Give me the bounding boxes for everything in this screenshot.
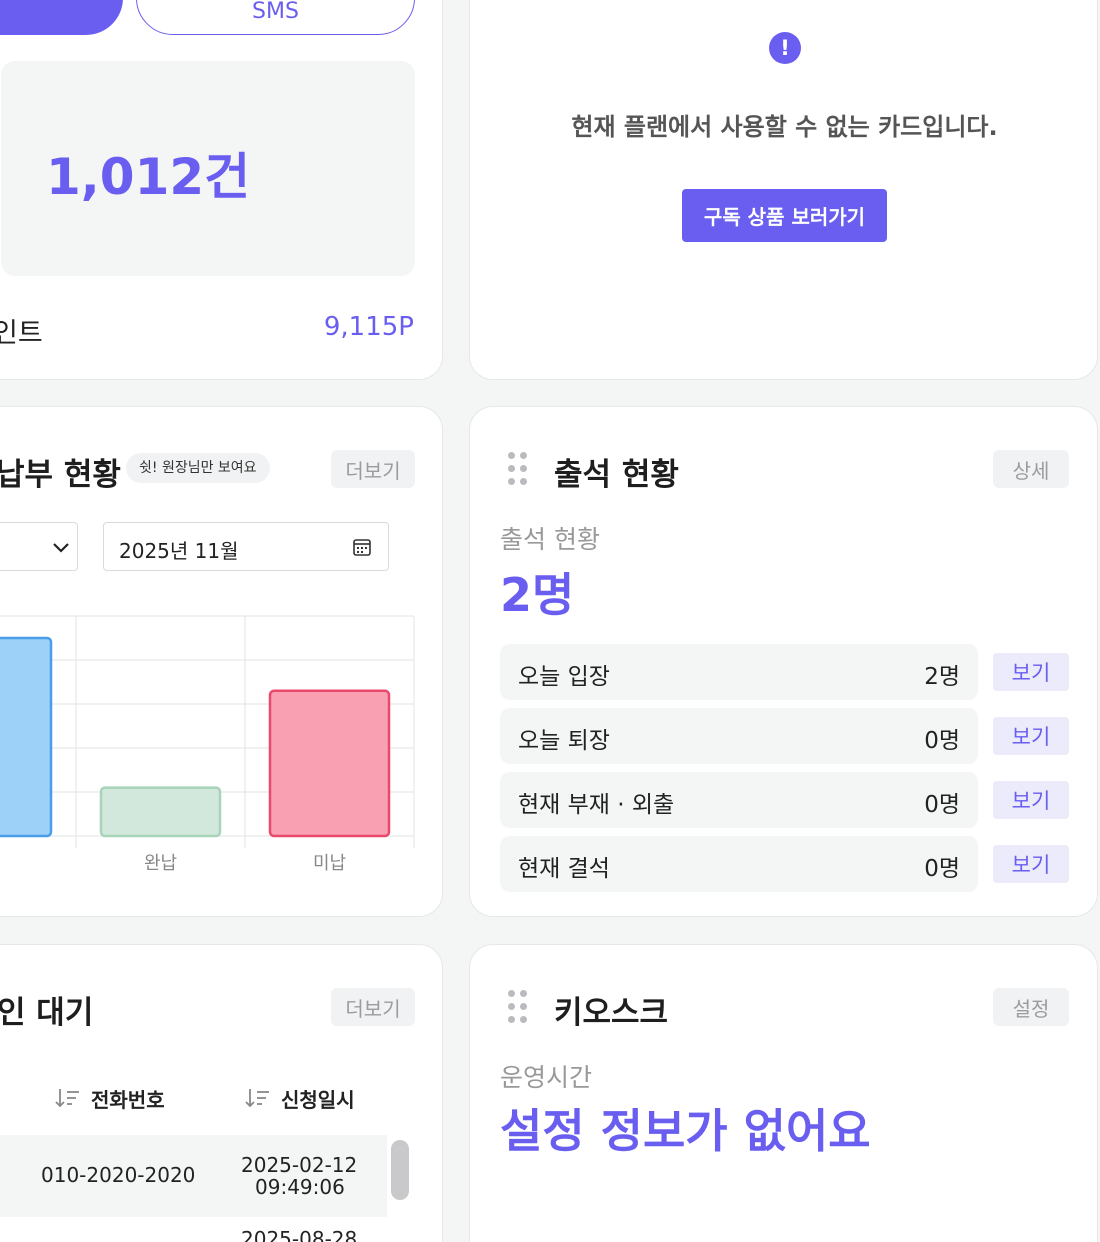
subscribe-button[interactable]: 구독 상품 보러가기 <box>682 189 887 242</box>
operating-hours-label: 운영시간 <box>500 1063 593 1092</box>
view-button[interactable]: 보기 <box>993 781 1069 819</box>
list-item: 오늘 입장 2명 <box>500 644 978 700</box>
card-title: 출석 현황 <box>554 457 679 493</box>
date-cell: 2025-08-28 <box>241 1227 358 1242</box>
drag-handle-icon[interactable] <box>508 452 530 486</box>
message-count: 1,012건 <box>46 148 251 206</box>
tick-label-2: 미납 <box>313 853 346 874</box>
sort-icon <box>55 1089 79 1108</box>
column-header-date[interactable]: 신청일시 <box>245 1085 355 1112</box>
payment-status-card: 납부 현황 쉿! 원장님만 보여요 더보기 2025년 11월 체완납미납 <box>0 406 443 917</box>
month-value: 2025년 11월 <box>119 539 239 563</box>
message-count-box: 1,012건 <box>1 61 415 276</box>
drag-handle-icon[interactable] <box>508 990 530 1024</box>
exclamation-icon: ! <box>769 32 801 64</box>
chevron-down-icon <box>53 543 69 553</box>
view-button[interactable]: 보기 <box>993 653 1069 691</box>
month-picker[interactable]: 2025년 11월 <box>103 522 389 571</box>
payment-chart: 체완납미납 <box>0 615 415 874</box>
view-button[interactable]: 보기 <box>993 717 1069 755</box>
bar-1[interactable] <box>99 786 222 838</box>
table-row[interactable]: 010-2020-2020 2025-02-12 09:49:06 <box>0 1135 387 1217</box>
locked-message: 현재 플랜에서 사용할 수 없는 카드입니다. <box>571 113 998 141</box>
locked-card: ! 현재 플랜에서 사용할 수 없는 카드입니다. 구독 상품 보러가기 <box>469 0 1098 380</box>
sort-icon <box>245 1089 269 1108</box>
list-item: 오늘 퇴장 0명 <box>500 708 978 764</box>
attendance-total: 2명 <box>500 568 575 622</box>
sms-card: 톡 SMS 1,012건 인트 9,115P <box>0 0 443 380</box>
attendance-sub-label: 출석 현황 <box>500 525 600 554</box>
tab-talk[interactable]: 톡 <box>0 0 123 35</box>
list-item: 현재 부재 · 외출 0명 <box>500 772 978 828</box>
view-button[interactable]: 보기 <box>993 845 1069 883</box>
kiosk-card: 키오스크 설정 운영시간 설정 정보가 없어요 <box>469 944 1098 1242</box>
card-title: 납부 현황 <box>0 457 121 493</box>
scrollbar[interactable] <box>391 1140 409 1200</box>
operating-hours-value: 설정 정보가 없어요 <box>500 1104 871 1158</box>
date-cell: 2025-02-12 <box>241 1153 358 1177</box>
card-title: 키오스크 <box>554 995 669 1031</box>
tab-sms[interactable]: SMS <box>136 0 415 35</box>
time-cell: 09:49:06 <box>255 1175 345 1199</box>
card-title: 인 대기 <box>0 995 94 1031</box>
calendar-icon <box>353 539 371 556</box>
more-button[interactable]: 더보기 <box>331 450 415 488</box>
points-value: 9,115P <box>323 312 414 342</box>
tick-label-1: 완납 <box>144 853 177 874</box>
list-item: 현재 결석 0명 <box>500 836 978 892</box>
column-header-phone[interactable]: 전화번호 <box>55 1085 165 1112</box>
filter-select[interactable] <box>0 522 78 571</box>
detail-button[interactable]: 상세 <box>993 450 1069 488</box>
more-button[interactable]: 더보기 <box>331 988 415 1026</box>
waiting-list-card: 인 대기 더보기 전화번호 신청일시 010-2020-2020 2025-02… <box>0 944 443 1242</box>
points-label: 인트 <box>0 318 43 349</box>
owner-only-badge: 쉿! 원장님만 보여요 <box>126 453 270 483</box>
attendance-card: 출석 현황 상세 출석 현황 2명 오늘 입장 2명 보기 오늘 퇴장 0명 보… <box>469 406 1098 917</box>
bar-0[interactable] <box>0 636 53 838</box>
phone-cell: 010-2020-2020 <box>41 1163 196 1187</box>
bar-2[interactable] <box>268 689 391 838</box>
settings-button[interactable]: 설정 <box>993 988 1069 1026</box>
table-row[interactable]: 2025-08-28 <box>0 1217 387 1242</box>
